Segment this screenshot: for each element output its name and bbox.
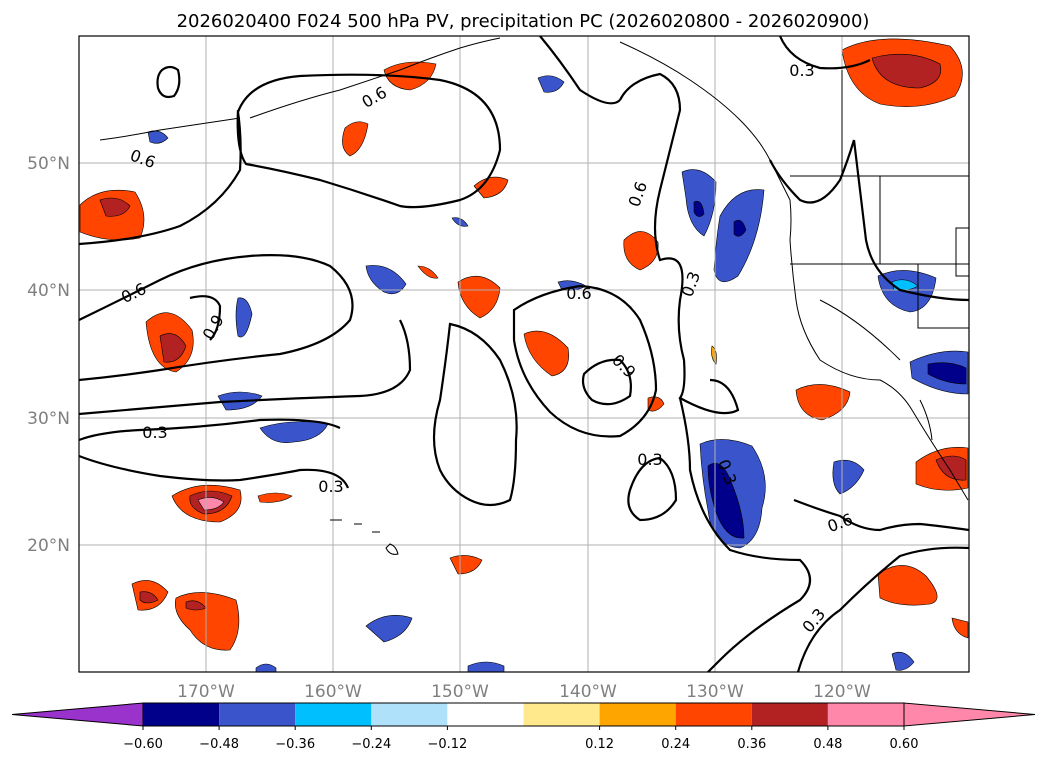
colorbar-tick-label: 0.36 — [737, 737, 766, 752]
precip-blob — [467, 661, 505, 672]
pv-contour — [79, 319, 412, 416]
pv-contour — [796, 546, 969, 672]
pv-contour — [793, 498, 969, 532]
precip-blob — [365, 265, 407, 295]
pv-contour — [539, 36, 621, 105]
precip-blob — [473, 176, 509, 199]
pv-contours — [79, 36, 969, 672]
precip-blob — [159, 333, 187, 363]
colorbar-tick-label: 0.12 — [585, 737, 614, 752]
precip-blob — [99, 197, 131, 217]
precip-blob — [457, 275, 501, 319]
pv-contour — [619, 72, 740, 415]
precip-blob — [235, 297, 253, 338]
precip-blob — [417, 265, 439, 279]
pv-contour — [79, 454, 350, 489]
lat-tick-labels: 50°N 40°N 30°N 20°N — [27, 154, 70, 556]
map-frame — [78, 35, 970, 673]
pv-contour — [79, 73, 502, 246]
colorbar-tick-label: −0.60 — [123, 737, 163, 752]
contour-label: 0.3 — [142, 423, 167, 442]
lat-tick-label: 50°N — [27, 154, 70, 174]
precip-blob — [707, 463, 745, 539]
colorbar-bin — [371, 703, 448, 726]
colorbar-bin — [523, 703, 600, 726]
precip-blob — [733, 219, 747, 237]
lat-tick-label: 40°N — [27, 281, 70, 301]
pv-contour — [79, 418, 341, 442]
precip-blob — [257, 492, 293, 503]
colorbar-bin — [827, 703, 904, 726]
pv-contour — [156, 65, 181, 99]
precip-blob — [365, 615, 413, 643]
colorbar-bin — [447, 703, 524, 726]
precip-blob — [342, 121, 369, 157]
pv-contour — [512, 284, 658, 438]
precip-blob — [871, 53, 942, 89]
precip-blob — [139, 591, 159, 604]
contour-label: 0.3 — [789, 61, 814, 80]
pv-contour — [627, 456, 678, 522]
precip-blob — [935, 455, 967, 481]
lon-tick-label: 170°W — [177, 682, 235, 702]
lon-tick-label: 120°W — [813, 682, 871, 702]
precip-blob — [259, 421, 329, 443]
colorbar-under-extension — [11, 702, 144, 727]
colorbar-bin — [751, 703, 828, 726]
colorbar-bin — [675, 703, 752, 726]
colorbar-tick-label: −0.12 — [427, 737, 467, 752]
colorbar: −0.60 −0.48 −0.36 −0.24 −0.12 0.12 0.24 0.36 0.4… — [11, 702, 1036, 752]
colorbar-over-extension — [903, 702, 1036, 727]
pv-contour — [189, 295, 222, 341]
lat-tick-label: 30°N — [27, 409, 70, 429]
precip-blob — [891, 651, 915, 671]
precip-blob — [537, 75, 565, 93]
precip-blob — [623, 231, 659, 271]
precip-blob — [877, 565, 938, 606]
gridlines — [79, 36, 969, 672]
precip-blob — [927, 362, 967, 385]
contour-label: 0.3 — [637, 450, 662, 469]
pv-contour — [769, 139, 856, 204]
precip-blob — [951, 617, 969, 639]
colorbar-frame — [142, 702, 905, 727]
contour-label: 0.6 — [566, 284, 591, 303]
pv-contour — [678, 397, 812, 672]
precip-blob — [255, 663, 277, 672]
contour-label: 0.3 — [318, 477, 343, 496]
lon-tick-label: 130°W — [686, 682, 744, 702]
colorbar-tick-label: 0.48 — [813, 737, 842, 752]
colorbar-tick-label: −0.24 — [351, 737, 391, 752]
pv-contour — [778, 36, 871, 70]
lon-tick-label: 160°W — [304, 682, 362, 702]
colorbar-tick-label: −0.48 — [199, 737, 239, 752]
colorbar-tick-label: 0.24 — [661, 737, 690, 752]
map-title: 2026020400 F024 500 hPa PV, precipitatio… — [177, 11, 870, 32]
pv-contour — [432, 322, 518, 507]
pv-contour — [581, 358, 632, 406]
lon-tick-label: 140°W — [559, 682, 617, 702]
precip-positive-blobs — [79, 38, 969, 651]
lon-tick-labels: 170°W 160°W 150°W 140°W 130°W 120°W — [177, 682, 871, 702]
lat-tick-label: 20°N — [27, 536, 70, 556]
pv-contour — [852, 139, 969, 302]
map-area: 0.6 0.6 0.6 0.6 0.3 0.9 0.9 0.6 0.3 0.3 … — [79, 36, 969, 672]
precip-blob — [523, 330, 569, 377]
precip-blob — [693, 200, 705, 217]
precip-blob — [832, 459, 865, 495]
colorbar-bin — [219, 703, 296, 726]
colorbar-tick-label: 0.60 — [890, 737, 919, 752]
colorbar-bin — [143, 703, 220, 726]
pv-contour — [79, 254, 354, 382]
colorbar-bin — [295, 703, 372, 726]
lon-tick-label: 150°W — [431, 682, 489, 702]
colorbar-bin — [599, 703, 676, 726]
precip-blob — [197, 497, 225, 511]
colorbar-tick-label: −0.36 — [275, 737, 315, 752]
